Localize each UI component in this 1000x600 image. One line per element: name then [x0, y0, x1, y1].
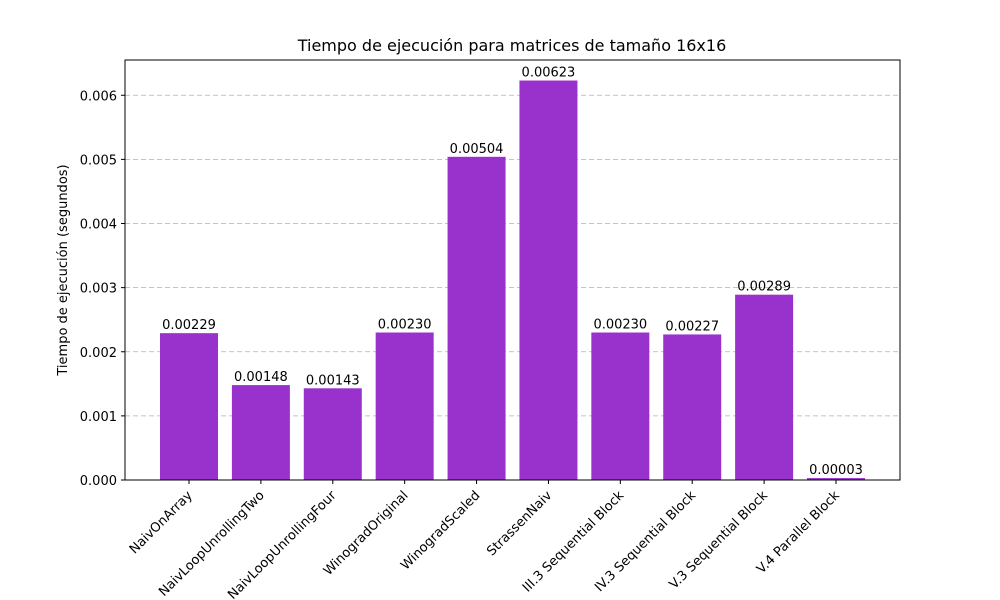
- y-tick-label: 0.000: [80, 474, 117, 489]
- bar: [447, 156, 506, 480]
- y-tick-label: 0.004: [80, 218, 117, 233]
- bar-value-label: 0.00003: [809, 463, 863, 478]
- bar: [375, 332, 434, 480]
- x-tick-label: NaivOnArray: [127, 488, 196, 557]
- value-labels: 0.00229 0.00148 0.00143 0.00230 0.00504 0.006…: [162, 66, 863, 479]
- bar: [519, 80, 578, 481]
- bar: [231, 385, 290, 480]
- bar: [591, 332, 650, 480]
- bar-value-label: 0.00504: [450, 142, 504, 157]
- x-axis-ticks: NaivOnArrayNaivLoopUnrollingTwoNaivLoopU…: [127, 480, 843, 600]
- x-tick-label: StrassenNaiv: [484, 488, 555, 559]
- plot-frame: [124, 59, 901, 481]
- bar-value-label: 0.00230: [593, 318, 647, 333]
- gridlines: [125, 94, 900, 417]
- bar-value-label: 0.00289: [737, 280, 791, 295]
- bar-value-label: 0.00227: [665, 319, 719, 334]
- y-tick-label: 0.001: [80, 410, 117, 425]
- bar: [807, 478, 865, 480]
- chart-title: Tiempo de ejecución para matrices de tam…: [297, 36, 727, 55]
- y-tick-label: 0.002: [80, 346, 117, 361]
- bar-value-label: 0.00148: [234, 370, 288, 385]
- bar-value-label: 0.00143: [306, 373, 360, 388]
- y-axis-ticks: 0.000 0.001 0.002 0.003 0.004 0.005 0.006: [80, 89, 125, 489]
- bar: [663, 334, 722, 480]
- bar-value-label: 0.00623: [522, 66, 576, 81]
- bar: [735, 294, 794, 480]
- bar-value-label: 0.00230: [378, 318, 432, 333]
- bars: [160, 80, 865, 481]
- y-tick-label: 0.005: [80, 153, 117, 168]
- y-axis-label: Tiempo de ejecución (segundos): [56, 164, 71, 376]
- bar: [303, 388, 362, 480]
- bar-value-label: 0.00229: [162, 318, 216, 333]
- x-tick-label: WinogradScaled: [398, 488, 483, 573]
- y-tick-label: 0.003: [80, 282, 117, 297]
- bar: [160, 333, 218, 480]
- y-tick-label: 0.006: [80, 89, 117, 104]
